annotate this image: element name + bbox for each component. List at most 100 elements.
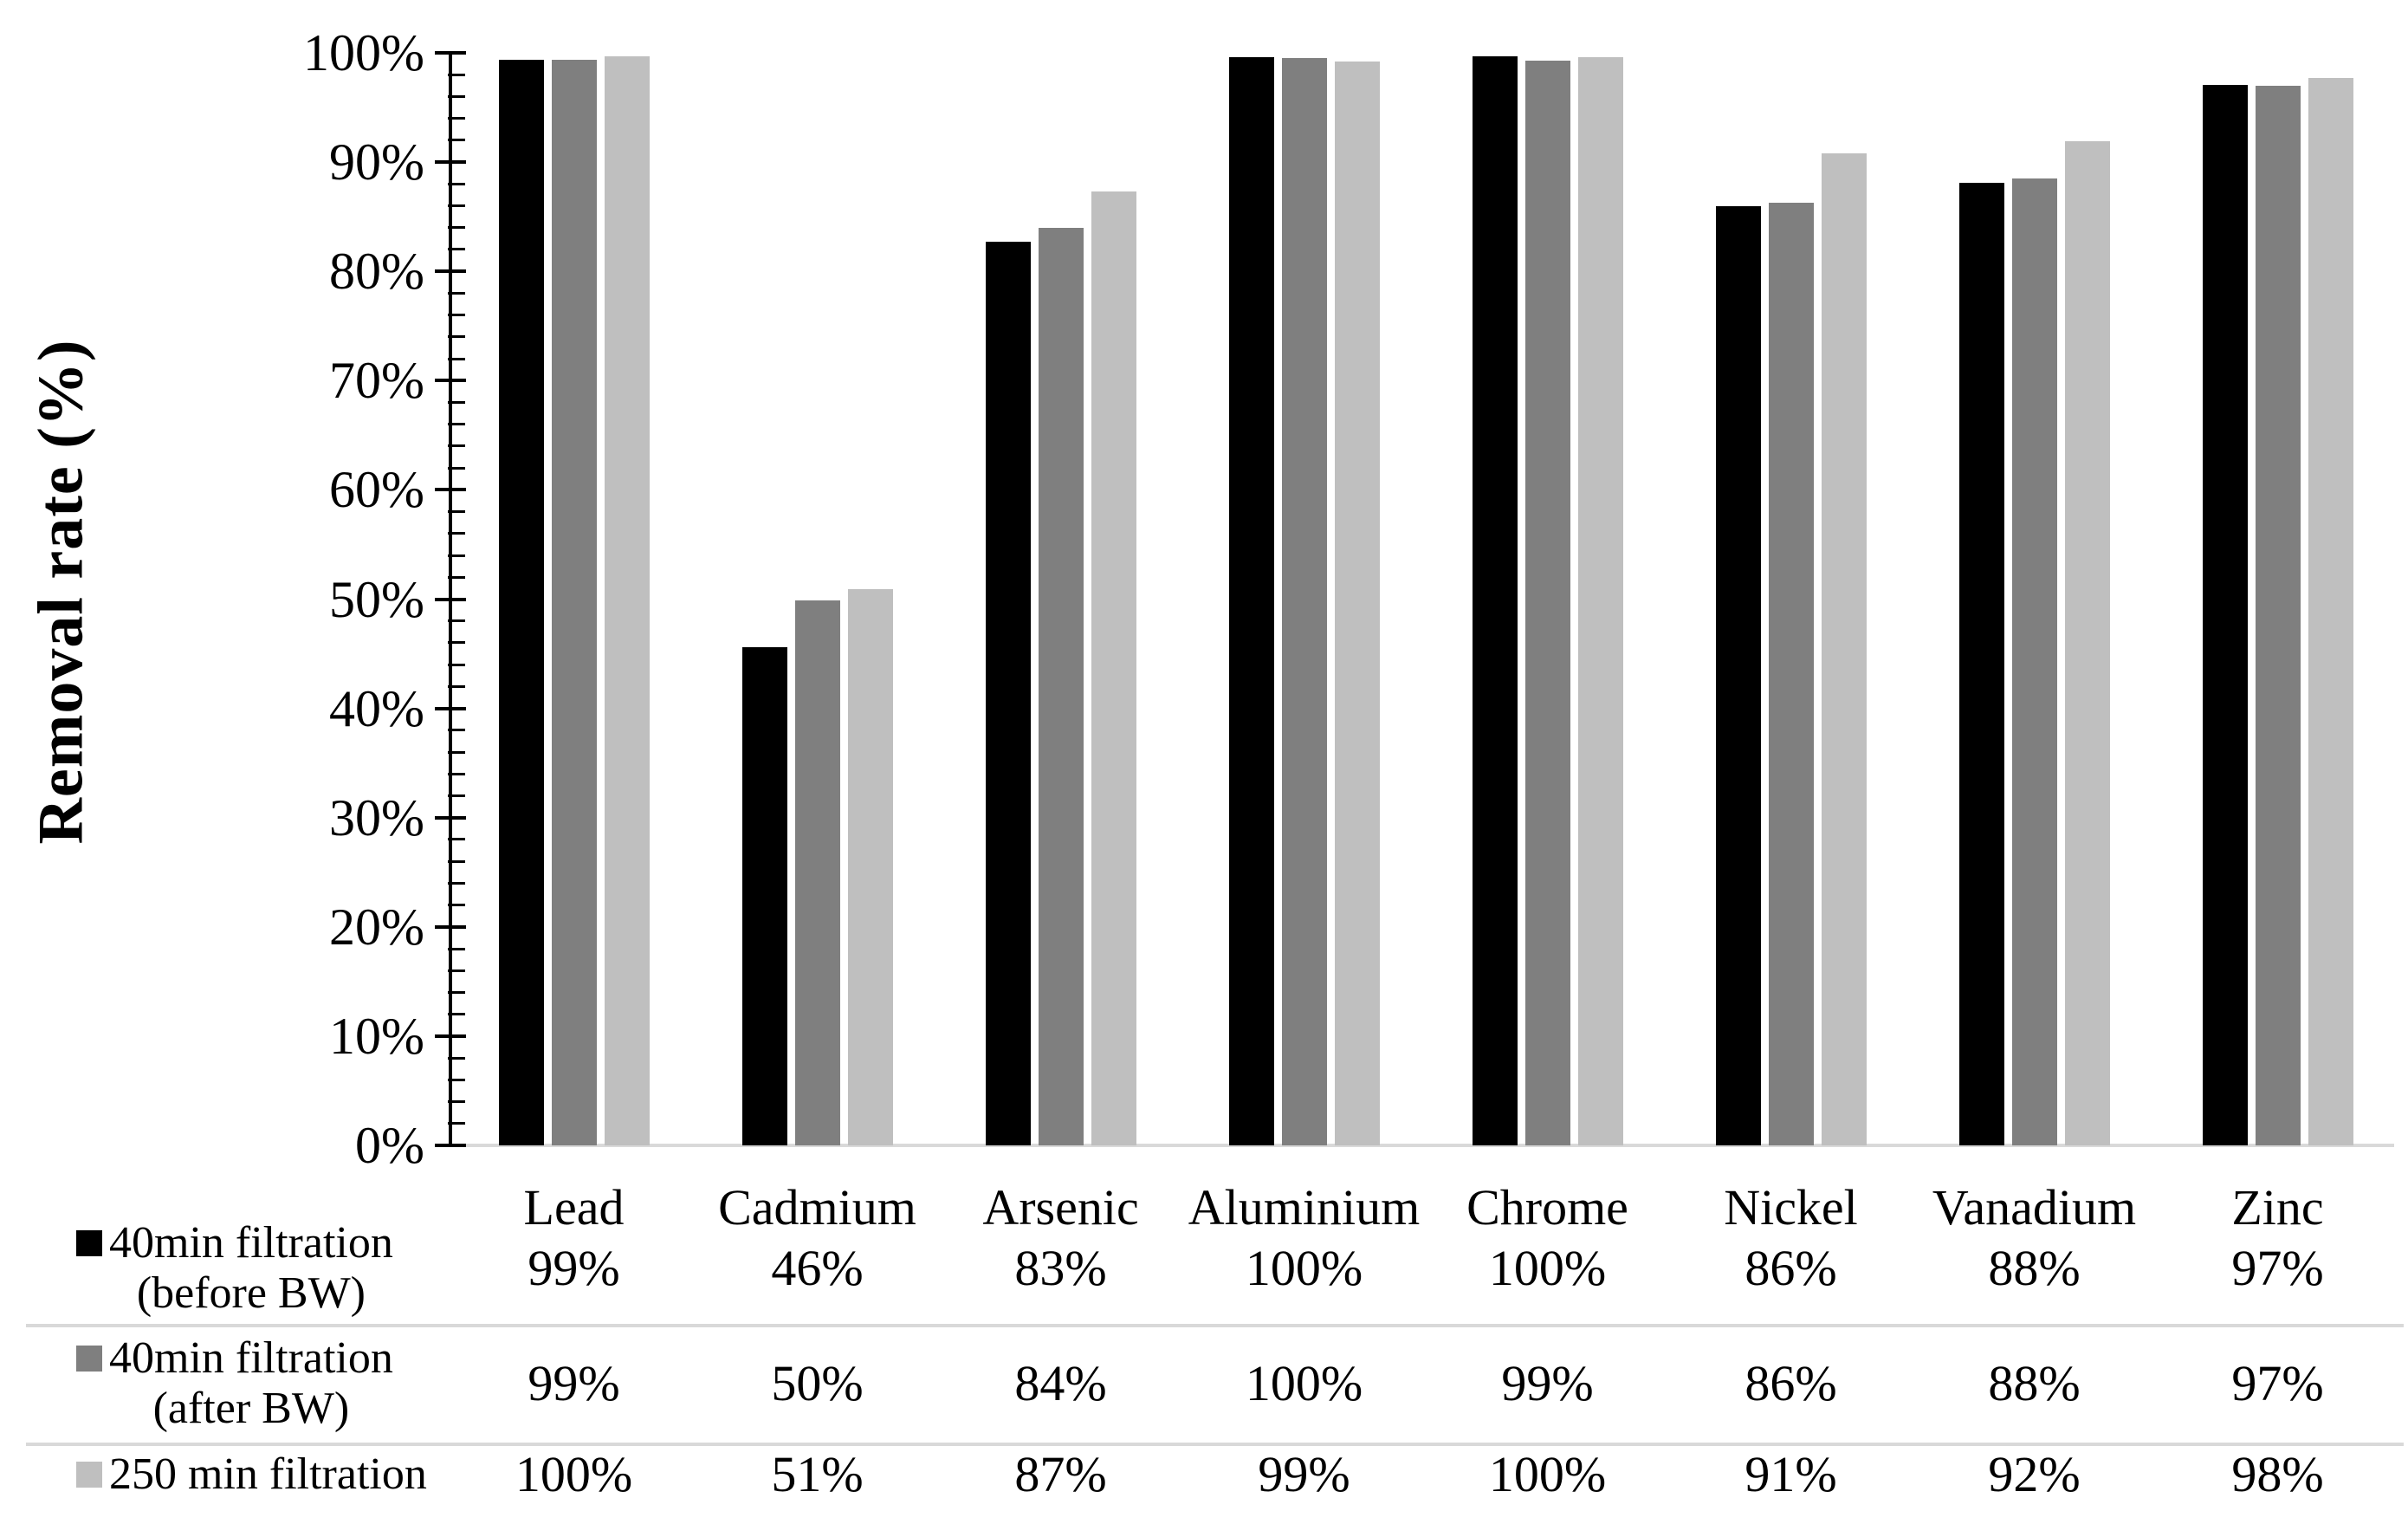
y-minor-tick — [448, 532, 465, 535]
table-value-r3-vanadium: 92% — [1988, 1446, 2081, 1502]
y-major-tick — [435, 1034, 466, 1038]
y-tick-label: 40% — [329, 679, 424, 737]
y-major-tick — [435, 379, 466, 383]
y-major-tick — [435, 1144, 466, 1147]
table-value-r1-cadmium: 46% — [771, 1240, 864, 1296]
y-minor-tick — [448, 117, 465, 120]
y-minor-tick — [448, 1013, 465, 1016]
table-value-r3-chrome: 100% — [1488, 1446, 1607, 1502]
table-value-r2-vanadium: 88% — [1988, 1355, 2081, 1411]
table-row-separator-1 — [26, 1324, 2404, 1327]
y-tick-label: 0% — [355, 1117, 424, 1174]
y-tick-label: 50% — [329, 570, 424, 628]
y-minor-tick — [448, 684, 465, 688]
bar-chrome-series3 — [1577, 57, 1623, 1145]
y-minor-tick — [448, 794, 465, 797]
table-value-r3-lead: 100% — [515, 1446, 633, 1502]
bar-arsenic-series2 — [1038, 227, 1084, 1145]
y-minor-tick — [448, 1078, 465, 1081]
category-label-nickel: Nickel — [1724, 1179, 1858, 1235]
bar-vanadium-series3 — [2064, 141, 2110, 1145]
table-value-r2-aluminium: 100% — [1245, 1355, 1363, 1411]
y-minor-tick — [448, 729, 465, 732]
bar-aluminium-series3 — [1334, 62, 1380, 1145]
y-minor-tick — [448, 772, 465, 775]
category-label-cadmium: Cadmium — [718, 1179, 916, 1235]
y-major-tick — [435, 160, 466, 165]
y-minor-tick — [448, 401, 465, 405]
series-label-2: 40min filtration (after BW) — [109, 1333, 393, 1434]
table-value-r1-nickel: 86% — [1745, 1240, 1837, 1296]
y-tick-label: 60% — [329, 461, 424, 519]
legend-swatch-3 — [76, 1462, 102, 1488]
category-label-vanadium: Vanadium — [1932, 1179, 2137, 1235]
table-value-r3-cadmium: 51% — [771, 1446, 864, 1502]
bar-lead-series2 — [551, 59, 597, 1145]
table-value-r2-zinc: 97% — [2231, 1355, 2324, 1411]
bar-aluminium-series2 — [1281, 58, 1327, 1145]
y-minor-tick — [448, 139, 465, 142]
y-major-tick — [435, 269, 466, 274]
category-label-zinc: Zinc — [2231, 1179, 2324, 1235]
table-value-r2-nickel: 86% — [1745, 1355, 1837, 1411]
category-label-arsenic: Arsenic — [982, 1179, 1139, 1235]
y-tick-label: 10% — [329, 1007, 424, 1065]
y-minor-tick — [448, 226, 465, 230]
y-tick-label: 100% — [303, 24, 424, 81]
y-minor-tick — [448, 750, 465, 754]
bar-aluminium-series1 — [1228, 57, 1274, 1145]
y-tick-label: 20% — [329, 898, 424, 956]
legend-swatch-2 — [76, 1346, 102, 1372]
y-minor-tick — [448, 838, 465, 841]
series-label-line2: (before BW) — [136, 1268, 366, 1318]
y-minor-tick — [448, 248, 465, 251]
table-row-label-2: 40min filtration (after BW) — [76, 1333, 393, 1434]
y-minor-tick — [448, 619, 465, 623]
bar-zinc-series2 — [2255, 85, 2301, 1145]
y-major-tick — [435, 924, 466, 929]
table-value-r1-arsenic: 83% — [1014, 1240, 1107, 1296]
y-major-tick — [435, 597, 466, 601]
bar-chrome-series1 — [1472, 55, 1518, 1145]
table-value-r1-aluminium: 100% — [1245, 1240, 1363, 1296]
bar-nickel-series1 — [1715, 205, 1761, 1145]
y-minor-tick — [448, 204, 465, 208]
y-minor-tick — [448, 575, 465, 579]
x-axis-baseline — [435, 1144, 2394, 1147]
y-minor-tick — [448, 291, 465, 295]
bar-nickel-series3 — [1821, 153, 1867, 1145]
y-minor-tick — [448, 466, 465, 470]
y-minor-tick — [448, 1122, 465, 1125]
y-minor-tick — [448, 881, 465, 885]
y-minor-tick — [448, 947, 465, 950]
y-minor-tick — [448, 663, 465, 666]
y-minor-tick — [448, 73, 465, 76]
table-row-label-3: 250 min filtration — [76, 1449, 427, 1500]
category-label-chrome: Chrome — [1466, 1179, 1628, 1235]
table-row-label-1: 40min filtration (before BW) — [76, 1218, 393, 1319]
table-row-separator-2 — [26, 1443, 2404, 1446]
bar-arsenic-series1 — [985, 242, 1031, 1145]
y-minor-tick — [448, 314, 465, 317]
series-label-line1: 250 min filtration — [109, 1449, 427, 1499]
y-minor-tick — [448, 1056, 465, 1060]
bar-cadmium-series2 — [794, 600, 840, 1145]
series-label-3: 250 min filtration — [109, 1449, 427, 1500]
series-label-line1: 40min filtration — [109, 1218, 393, 1268]
table-value-r1-vanadium: 88% — [1988, 1240, 2081, 1296]
table-value-r2-chrome: 99% — [1501, 1355, 1594, 1411]
table-value-r3-arsenic: 87% — [1014, 1446, 1107, 1502]
y-tick-label: 90% — [329, 133, 424, 191]
bar-nickel-series2 — [1768, 202, 1814, 1145]
table-value-r3-zinc: 98% — [2231, 1446, 2324, 1502]
table-value-r1-zinc: 97% — [2231, 1240, 2324, 1296]
y-minor-tick — [448, 335, 465, 339]
bar-chrome-series2 — [1524, 60, 1570, 1145]
y-minor-tick — [448, 554, 465, 557]
table-value-r3-aluminium: 99% — [1258, 1446, 1350, 1502]
y-major-tick — [435, 488, 466, 492]
y-major-tick — [435, 51, 466, 55]
y-minor-tick — [448, 990, 465, 994]
y-minor-tick — [448, 94, 465, 98]
bar-zinc-series1 — [2202, 84, 2248, 1145]
